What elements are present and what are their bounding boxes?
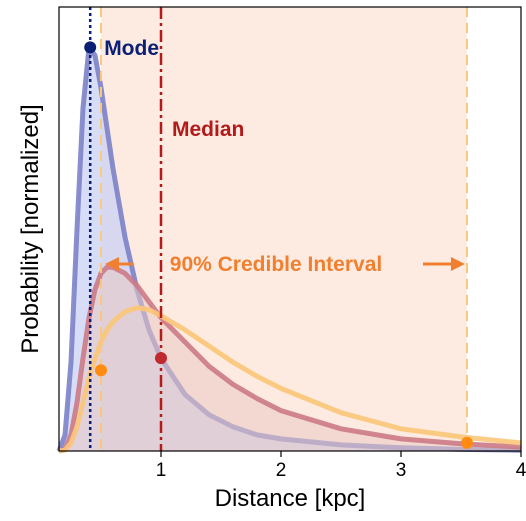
curve-mid-fill bbox=[59, 267, 521, 451]
marker-1 bbox=[84, 41, 97, 54]
curve-mid-line bbox=[58, 264, 522, 454]
interval-arrow-left-head bbox=[105, 257, 119, 271]
interval-arrow-right-head bbox=[451, 257, 465, 271]
plot-frame bbox=[58, 6, 522, 452]
mode-annotation: Mode bbox=[104, 37, 159, 60]
plot-area bbox=[56, 7, 522, 454]
x-tick-label-1: 1 bbox=[156, 460, 167, 481]
x-axis-title: Distance [kpc] bbox=[215, 485, 366, 512]
axes: 1 2 3 4 bbox=[58, 6, 526, 481]
x-tick-label-2: 2 bbox=[276, 460, 287, 481]
y-axis-title: Probability [normalized] bbox=[17, 104, 44, 353]
marker-3 bbox=[95, 364, 107, 377]
curve-wide-line bbox=[58, 305, 522, 454]
x-tick-label-3: 3 bbox=[396, 460, 407, 481]
credible-interval-annotation: 90% Credible Interval bbox=[170, 253, 382, 276]
median-annotation: Median bbox=[172, 118, 244, 141]
x-tick-label-4: 4 bbox=[516, 460, 526, 481]
marker-2 bbox=[155, 352, 167, 365]
marker-4 bbox=[461, 436, 473, 449]
